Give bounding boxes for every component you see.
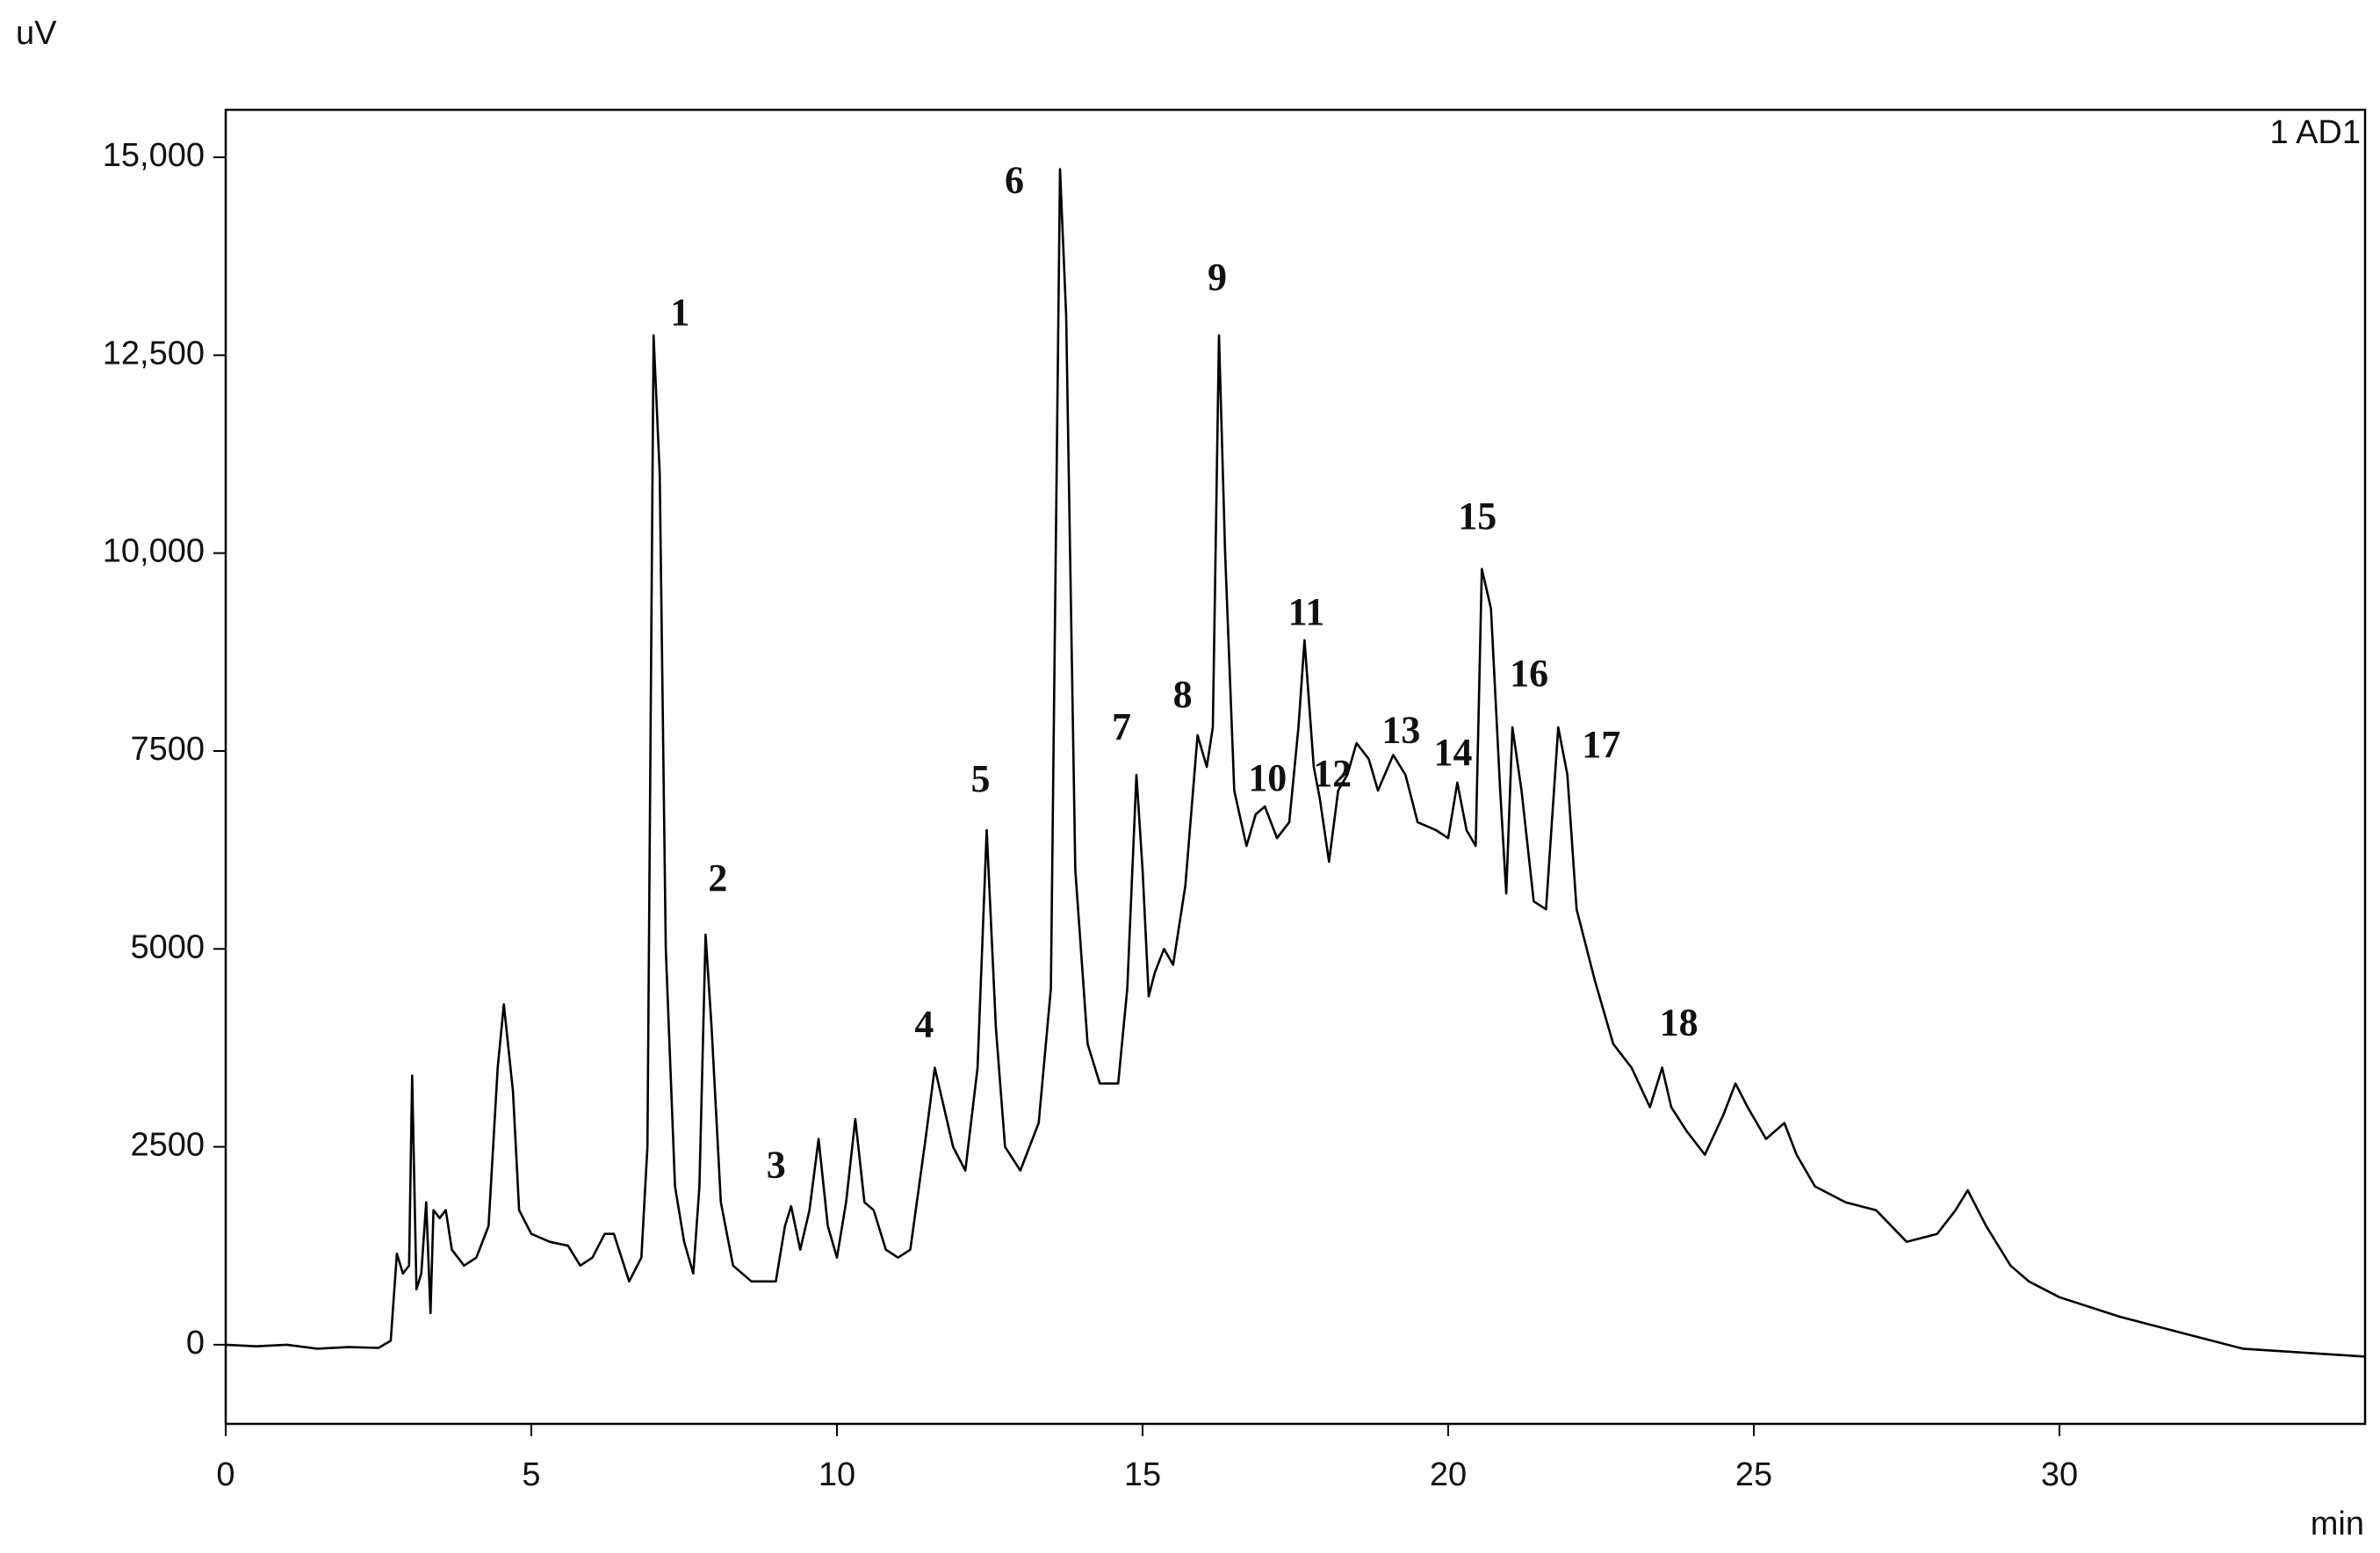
plot-frame	[224, 108, 2367, 1426]
y-tick-label: 7500	[130, 731, 205, 768]
peak-label: 18	[1660, 1001, 1698, 1044]
peak-label: 1	[670, 291, 689, 334]
peak-label: 13	[1381, 709, 1420, 752]
y-tick-label: 15,000	[103, 137, 205, 174]
peak-label: 4	[914, 1003, 934, 1046]
x-axis-label: min	[2311, 1506, 2364, 1542]
y-axis-label: uV	[16, 15, 57, 52]
peak-label: 10	[1248, 756, 1287, 799]
x-tick-label: 25	[1735, 1456, 1772, 1493]
y-tick-label: 12,500	[103, 335, 205, 372]
peak-label: 5	[971, 757, 991, 800]
peak-label: 11	[1288, 590, 1325, 633]
peak-label: 15	[1458, 495, 1497, 538]
x-tick-label: 10	[819, 1456, 855, 1493]
x-tick-label: 5	[522, 1456, 540, 1493]
peak-label: 6	[1005, 159, 1024, 202]
peak-label: 7	[1112, 705, 1131, 748]
x-tick-label: 30	[2041, 1456, 2078, 1493]
peak-label: 17	[1582, 723, 1620, 766]
peak-label: 16	[1510, 652, 1548, 695]
y-tick-label: 2500	[130, 1127, 205, 1164]
x-tick-label: 15	[1124, 1456, 1161, 1493]
y-tick-label: 10,000	[103, 533, 205, 570]
peak-label: 2	[708, 856, 727, 899]
x-tick-label: 20	[1430, 1456, 1467, 1493]
peak-label: 3	[767, 1143, 786, 1186]
trace	[225, 168, 2366, 1358]
y-tick-label: 0	[186, 1325, 205, 1362]
x-tick-label: 0	[216, 1456, 234, 1493]
y-tick-label: 5000	[130, 928, 205, 965]
annotation: 1 AD1	[2269, 114, 2361, 151]
peak-label: 12	[1313, 752, 1352, 795]
peak-label: 9	[1208, 256, 1227, 299]
peak-label: 14	[1433, 731, 1472, 774]
peak-label: 8	[1173, 673, 1193, 716]
